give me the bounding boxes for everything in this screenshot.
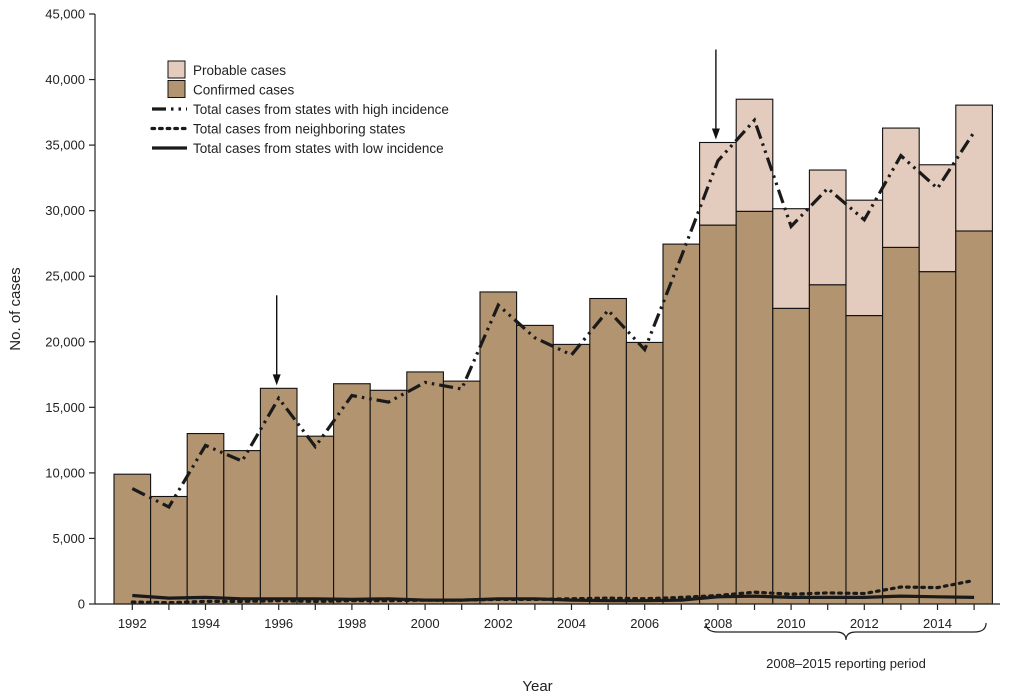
bar-probable	[918, 164, 957, 273]
bar-confirmed	[808, 284, 847, 605]
axes: 0 5,000 10,000 15,000 20,000 25,000 30,000 35,0…	[7, 7, 1000, 695]
bar-confirmed	[699, 224, 737, 605]
bar-confirmed	[882, 246, 920, 605]
y-tick-label: 15,000	[45, 400, 85, 415]
series-line-high-incidence	[131, 117, 976, 510]
bar-confirmed	[296, 435, 335, 605]
bar-confirmed	[516, 324, 554, 605]
x-tick-label: 1996	[264, 616, 293, 631]
reporting-period-label: 2008–2015 reporting period	[766, 656, 926, 671]
plot-area: 2008–2015 reporting period	[113, 49, 993, 671]
bar-confirmed	[772, 307, 810, 605]
bar-confirmed	[662, 243, 701, 605]
legend-label: Total cases from states with low inciden…	[193, 141, 444, 156]
legend-label: Probable cases	[193, 63, 286, 78]
bar-confirmed	[589, 297, 627, 605]
annotations-layer: 2008–2015 reporting period	[272, 49, 987, 671]
arrow-head	[272, 374, 281, 386]
arrow-head	[711, 128, 720, 140]
legend-label: Total cases from neighboring states	[193, 122, 406, 137]
y-axis-title: No. of cases	[7, 267, 24, 350]
x-tick-label: 2002	[484, 616, 513, 631]
x-tick-label: 1994	[191, 616, 220, 631]
lines-layer	[130, 117, 976, 605]
bar-probable	[808, 169, 847, 286]
bar-confirmed	[406, 371, 444, 605]
bar-confirmed	[918, 271, 957, 605]
bar-confirmed	[625, 341, 664, 605]
x-tick-label: 1992	[118, 616, 147, 631]
series-line-low-incidence	[132, 593, 975, 603]
y-tick-label: 30,000	[45, 203, 85, 218]
bars-layer	[113, 98, 993, 605]
legend: Probable cases Confirmed cases Total cases…	[150, 60, 449, 156]
legend-label: Confirmed cases	[193, 83, 295, 98]
bar-confirmed	[223, 450, 261, 605]
y-tick-label: 5,000	[52, 531, 85, 546]
bar-confirmed	[333, 383, 371, 605]
y-tick-label: 40,000	[45, 72, 85, 87]
legend-swatch-confirmed	[167, 80, 186, 98]
bar-confirmed	[113, 473, 152, 605]
bar-probable	[882, 127, 920, 248]
legend-label: Total cases from states with high incide…	[193, 102, 449, 117]
x-tick-label: 2004	[557, 616, 586, 631]
y-tick-label: 20,000	[45, 334, 85, 349]
y-tick-label: 45,000	[45, 7, 85, 22]
y-tick-label: 35,000	[45, 138, 85, 153]
bar-confirmed	[955, 230, 993, 605]
x-tick-label: 2010	[777, 616, 806, 631]
y-tick-label: 0	[78, 597, 85, 612]
bar-probable	[955, 104, 993, 232]
bar-confirmed	[150, 495, 188, 605]
y-ticks: 0 5,000 10,000 15,000 20,000 25,000 30,000 35,0…	[45, 7, 95, 612]
bar-confirmed	[259, 387, 298, 605]
bar-confirmed	[442, 380, 481, 605]
legend-swatch-probable	[167, 60, 186, 79]
x-axis-title: Year	[522, 678, 552, 695]
bar-probable	[735, 98, 774, 212]
x-tick-label: 1998	[337, 616, 366, 631]
x-ticks: 1992 1994 1996 1998 2000 2002 2004 2006 2008 2010…	[118, 604, 975, 631]
x-tick-label: 2006	[630, 616, 659, 631]
reporting-period-bracket	[705, 622, 987, 641]
y-tick-label: 10,000	[45, 465, 85, 480]
x-tick-label: 2000	[411, 616, 440, 631]
x-tick-label: 2008	[703, 616, 732, 631]
bar-confirmed	[735, 210, 774, 605]
bar-probable	[699, 141, 737, 226]
y-tick-label: 25,000	[45, 269, 85, 284]
x-tick-label: 2012	[850, 616, 879, 631]
bar-confirmed	[186, 433, 225, 605]
bar-confirmed	[479, 291, 518, 605]
bar-confirmed	[369, 389, 408, 605]
x-tick-label: 2014	[923, 616, 952, 631]
bar-confirmed	[552, 343, 591, 605]
bar-confirmed	[845, 315, 884, 605]
